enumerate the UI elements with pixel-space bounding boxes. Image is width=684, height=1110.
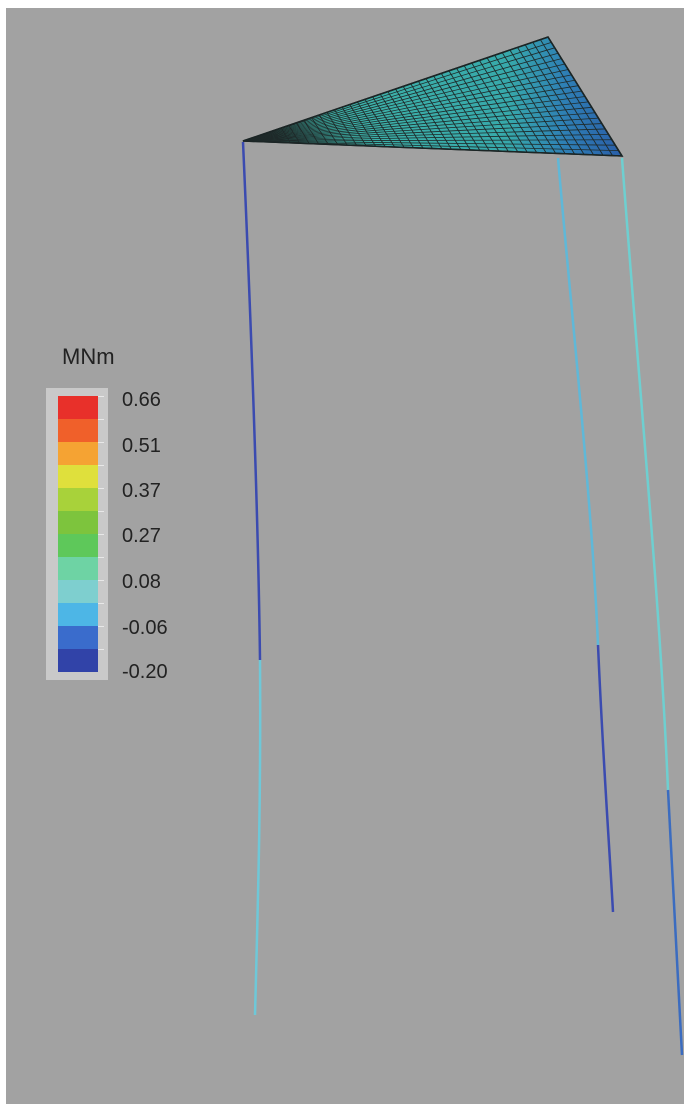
mesh-line bbox=[243, 69, 569, 142]
legend-swatch bbox=[58, 511, 98, 534]
legend-swatch bbox=[58, 419, 98, 442]
mesh-line bbox=[243, 79, 575, 142]
legend-color-bar bbox=[46, 388, 108, 680]
legend-swatch bbox=[58, 580, 98, 603]
legend-swatch bbox=[58, 649, 98, 672]
mesh-line bbox=[243, 133, 609, 142]
legend-swatch bbox=[58, 442, 98, 465]
legend-swatch bbox=[58, 603, 98, 626]
legend-tick bbox=[98, 603, 104, 604]
shell-surface bbox=[242, 36, 624, 157]
legend-swatch bbox=[58, 557, 98, 580]
legend-swatch bbox=[58, 626, 98, 649]
color-legend: MNm 0.66 0.51 0.37 0.27 0.08 -0.06 -0.20 bbox=[46, 344, 206, 684]
legend-swatch bbox=[58, 488, 98, 511]
column-left bbox=[241, 141, 262, 1016]
viewport: MNm 0.66 0.51 0.37 0.27 0.08 -0.06 -0.20 bbox=[6, 8, 684, 1104]
legend-swatch bbox=[58, 396, 98, 419]
mesh-line bbox=[243, 47, 555, 142]
mesh-line bbox=[243, 140, 616, 146]
legend-label: 0.66 bbox=[122, 389, 161, 411]
mesh-line bbox=[243, 96, 586, 142]
mesh-line bbox=[243, 90, 582, 142]
mesh-line bbox=[243, 85, 579, 142]
mesh-line bbox=[243, 74, 572, 142]
legend-tick bbox=[98, 649, 104, 650]
mesh-line bbox=[243, 117, 599, 142]
legend-label: 0.27 bbox=[122, 525, 161, 547]
legend-label: 0.51 bbox=[122, 435, 161, 457]
legend-swatch bbox=[58, 534, 98, 557]
column-right bbox=[620, 157, 684, 1056]
mesh-line bbox=[243, 52, 559, 142]
column-middle bbox=[556, 157, 615, 913]
legend-tick bbox=[98, 419, 104, 420]
legend-tick bbox=[98, 396, 104, 397]
mesh-line bbox=[243, 106, 592, 142]
mesh-line bbox=[243, 140, 619, 151]
legend-unit: MNm bbox=[62, 344, 115, 369]
legend-tick bbox=[98, 580, 104, 581]
mesh-line bbox=[243, 101, 589, 142]
mesh-line bbox=[243, 139, 612, 142]
legend-tick bbox=[98, 626, 104, 627]
model-scene bbox=[241, 36, 684, 1056]
legend-tick bbox=[98, 534, 104, 535]
legend-label: -0.06 bbox=[122, 617, 168, 639]
legend-label: -0.20 bbox=[122, 661, 168, 683]
legend-tick bbox=[98, 488, 104, 489]
legend-swatch bbox=[58, 465, 98, 488]
legend-label: 0.37 bbox=[122, 480, 161, 502]
mesh-line bbox=[243, 42, 552, 142]
mesh-line bbox=[243, 128, 606, 142]
mesh-line bbox=[243, 63, 565, 142]
mesh-line bbox=[243, 58, 562, 142]
legend-tick bbox=[98, 465, 104, 466]
legend-tick bbox=[98, 511, 104, 512]
legend-label: 0.08 bbox=[122, 571, 161, 593]
legend-tick bbox=[98, 442, 104, 443]
legend-tick bbox=[98, 557, 104, 558]
mesh-line bbox=[243, 112, 596, 142]
mesh-line bbox=[243, 123, 602, 142]
